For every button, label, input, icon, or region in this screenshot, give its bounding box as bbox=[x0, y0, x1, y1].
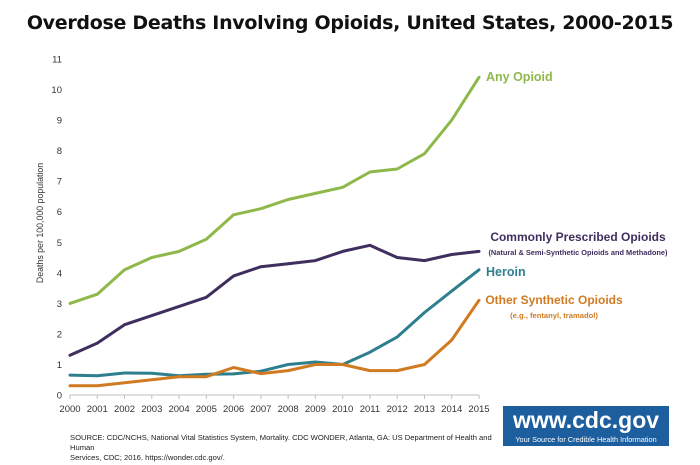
y-tick-label: 0 bbox=[57, 391, 62, 402]
cdc-tagline: Your Source for Credible Health Informat… bbox=[515, 435, 657, 444]
x-tick-label: 2015 bbox=[468, 404, 489, 415]
x-tick-label: 2004 bbox=[168, 404, 189, 415]
y-tick-label: 3 bbox=[57, 299, 62, 310]
x-tick-label: 2003 bbox=[141, 404, 162, 415]
x-tick-label: 2001 bbox=[87, 404, 108, 415]
source-line-1: SOURCE: CDC/NCHS, National Vital Statist… bbox=[70, 433, 492, 452]
x-tick-label: 2009 bbox=[305, 404, 326, 415]
series-line-any-opioid bbox=[68, 75, 481, 305]
series-lines bbox=[68, 75, 481, 388]
y-tick-label: 9 bbox=[57, 116, 62, 127]
series-sublabel: (Natural & Semi-Synthetic Opioids and Me… bbox=[488, 248, 668, 257]
x-tick-label: 2006 bbox=[223, 404, 244, 415]
x-tick-label: 2011 bbox=[360, 404, 380, 415]
series-label: Other Synthetic Opioids bbox=[485, 293, 623, 307]
series-label: Any Opioid bbox=[486, 70, 553, 84]
series-line-other-synthetic-opioids bbox=[68, 298, 481, 388]
series-label: Heroin bbox=[486, 265, 526, 279]
y-tick-label: 11 bbox=[52, 55, 62, 66]
series-labels: Any Opioid Commonly Prescribed Opioids (Na… bbox=[485, 70, 668, 320]
x-tick-label: 2014 bbox=[441, 404, 462, 415]
series-label: Commonly Prescribed Opioids bbox=[490, 230, 666, 244]
y-tick-label: 5 bbox=[57, 238, 62, 249]
y-tick-label: 2 bbox=[57, 329, 62, 340]
cdc-logo[interactable]: www.cdc.gov Your Source for Credible Hea… bbox=[503, 406, 669, 446]
y-tick-label: 7 bbox=[57, 177, 62, 188]
x-tick-label: 2000 bbox=[59, 404, 80, 415]
source-line-2: Services, CDC; 2016. https://wonder.cdc.… bbox=[70, 453, 225, 462]
y-tick-label: 1 bbox=[57, 360, 62, 371]
x-tick-label: 2012 bbox=[387, 404, 408, 415]
x-tick-label: 2008 bbox=[278, 404, 299, 415]
y-tick-label: 4 bbox=[57, 268, 62, 279]
x-tick-label: 2013 bbox=[414, 404, 435, 415]
series-line-commonly-prescribed-opioids bbox=[68, 243, 481, 357]
chart-title: Overdose Deaths Involving Opioids, Unite… bbox=[26, 12, 674, 34]
y-tick-label: 10 bbox=[51, 85, 62, 96]
x-tick-label: 2010 bbox=[332, 404, 353, 415]
series-sublabel: (e.g., fentanyl, tramadol) bbox=[510, 311, 598, 320]
y-tick-label: 8 bbox=[57, 146, 62, 157]
axes: 0 1 2 3 4 5 6 7 8 9 10 11 2000 2001 2002 2003 2004 2005 20… bbox=[35, 55, 490, 416]
y-tick-label: 6 bbox=[57, 207, 62, 218]
series-line-heroin bbox=[68, 268, 481, 378]
x-tick-label: 2002 bbox=[114, 404, 135, 415]
x-tick-label: 2005 bbox=[196, 404, 217, 415]
source-note: SOURCE: CDC/NCHS, National Vital Statist… bbox=[70, 433, 510, 463]
x-tick-label: 2007 bbox=[250, 404, 271, 415]
y-axis-title: Deaths per 100,000 population bbox=[35, 163, 45, 283]
cdc-url: www.cdc.gov bbox=[512, 407, 660, 433]
